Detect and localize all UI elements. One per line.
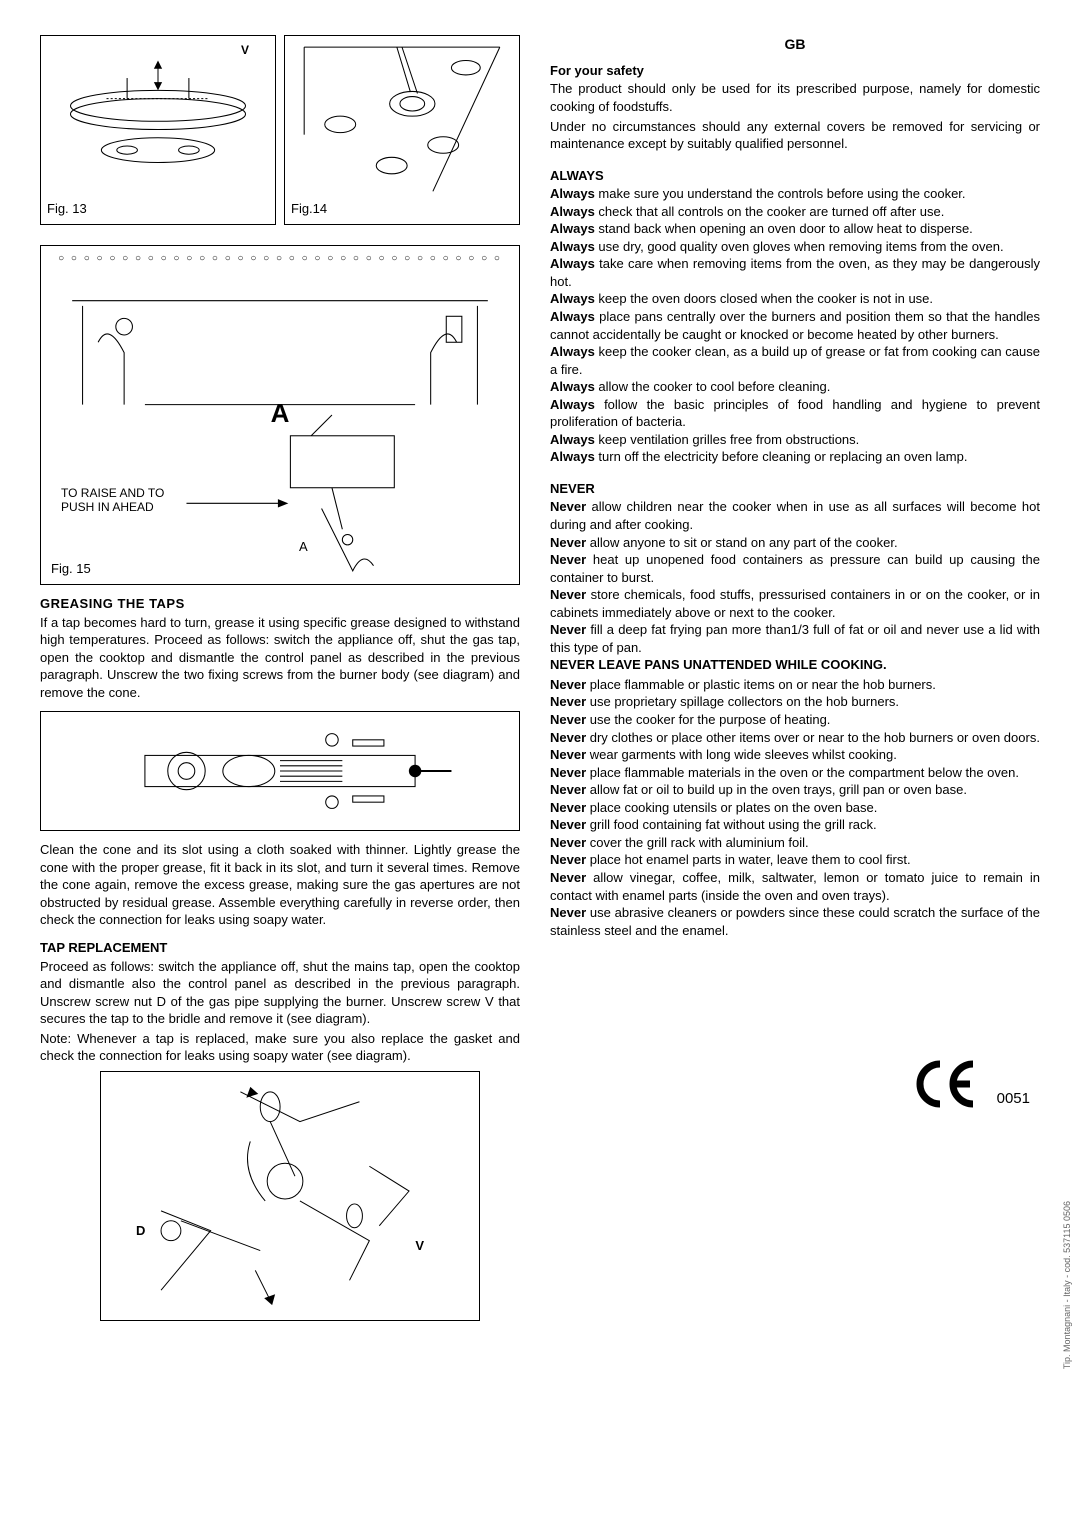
- figure-13-box: V Fig. 13: [40, 35, 276, 225]
- greasing-heading: GREASING THE TAPS: [40, 595, 520, 613]
- list-item: Always allow the cooker to cool before c…: [550, 378, 1040, 396]
- ce-block: 0051: [550, 1059, 1040, 1109]
- tap-replacement-heading: TAP REPLACEMENT: [40, 939, 520, 957]
- always-heading: ALWAYS: [550, 167, 1040, 185]
- tap-p3: Proceed as follows: switch the appliance…: [40, 958, 520, 1028]
- greasing-p2: Clean the cone and its slot using a clot…: [40, 841, 520, 929]
- never-list-2: Never place flammable or plastic items o…: [550, 676, 1040, 939]
- tap-p4: Note: Whenever a tap is replaced, make s…: [40, 1030, 520, 1065]
- never-heading: NEVER: [550, 480, 1040, 498]
- list-item: Always take care when removing items fro…: [550, 255, 1040, 290]
- list-item: Never wear garments with long wide sleev…: [550, 746, 1040, 764]
- list-item: Never allow fat or oil to build up in th…: [550, 781, 1040, 799]
- safety-p2: Under no circumstances should any extern…: [550, 118, 1040, 153]
- list-item: Never cover the grill rack with aluminiu…: [550, 834, 1040, 852]
- fig15-big-a: A: [271, 396, 290, 431]
- left-column: V Fig. 13 Fig.14: [40, 35, 520, 1321]
- list-item: Never allow anyone to sit or stand on an…: [550, 534, 1040, 552]
- list-item: Never allow vinegar, coffee, milk, saltw…: [550, 869, 1040, 904]
- right-column: GB For your safety The product should on…: [550, 35, 1040, 1321]
- always-list: Always make sure you understand the cont…: [550, 185, 1040, 466]
- list-item: Always turn off the electricity before c…: [550, 448, 1040, 466]
- list-item: Always use dry, good quality oven gloves…: [550, 238, 1040, 256]
- side-vertical-text: Tip. Montagnani - Italy - cod. 537115 05…: [1062, 1201, 1072, 1369]
- list-item: Never heat up unopened food containers a…: [550, 551, 1040, 586]
- country-label: GB: [550, 35, 1040, 54]
- list-item: Always keep the oven doors closed when t…: [550, 290, 1040, 308]
- fig15-a-label: A: [299, 538, 308, 556]
- safety-heading: For your safety: [550, 62, 1040, 80]
- figure-pair: V Fig. 13 Fig.14: [40, 35, 520, 225]
- list-item: Always place pans centrally over the bur…: [550, 308, 1040, 343]
- list-item: Never use proprietary spillage collector…: [550, 693, 1040, 711]
- list-item: Never use abrasive cleaners or powders s…: [550, 904, 1040, 939]
- bottom-d-label: D: [136, 1222, 145, 1240]
- list-item: Always stand back when opening an oven d…: [550, 220, 1040, 238]
- ce-mark-icon: [915, 1059, 985, 1109]
- list-item: Never place flammable or plastic items o…: [550, 676, 1040, 694]
- never-bold: NEVER LEAVE PANS UNATTENDED WHILE COOKIN…: [550, 656, 1040, 674]
- greasing-p1: If a tap becomes hard to turn, grease it…: [40, 614, 520, 702]
- list-item: Never fill a deep fat frying pan more th…: [550, 621, 1040, 656]
- never-list-1: Never allow children near the cooker whe…: [550, 498, 1040, 656]
- figure-14-box: Fig.14: [284, 35, 520, 225]
- list-item: Never use the cooker for the purpose of …: [550, 711, 1040, 729]
- fig13-v-label: V: [241, 42, 249, 58]
- bottom-figure-svg: [101, 1072, 479, 1320]
- list-item: Never place flammable materials in the o…: [550, 764, 1040, 782]
- list-item: Always keep ventilation grilles free fro…: [550, 431, 1040, 449]
- fig15-raise-text: TO RAISE AND TO PUSH IN AHEAD: [61, 486, 164, 515]
- list-item: Never place cooking utensils or plates o…: [550, 799, 1040, 817]
- list-item: Always check that all controls on the co…: [550, 203, 1040, 221]
- figure-15-box: ○ ○ ○ ○ ○ ○ ○ ○ ○ ○ ○ ○ ○ ○ ○ ○ ○ ○ ○ ○ …: [40, 245, 520, 585]
- figure-13-svg: [47, 42, 269, 196]
- bottom-figure: D V: [100, 1071, 480, 1321]
- list-item: Always follow the basic principles of fo…: [550, 396, 1040, 431]
- fig13-label: Fig. 13: [47, 200, 269, 218]
- list-item: Never dry clothes or place other items o…: [550, 729, 1040, 747]
- bottom-v-label: V: [415, 1237, 424, 1255]
- list-item: Never grill food containing fat without …: [550, 816, 1040, 834]
- list-item: Always make sure you understand the cont…: [550, 185, 1040, 203]
- safety-p1: The product should only be used for its …: [550, 80, 1040, 115]
- ce-number: 0051: [997, 1089, 1030, 1109]
- list-item: Never store chemicals, food stuffs, pres…: [550, 586, 1040, 621]
- fig15-label: Fig. 15: [51, 560, 91, 578]
- list-item: Never allow children near the cooker whe…: [550, 498, 1040, 533]
- fig14-label: Fig.14: [291, 200, 513, 218]
- tap-figure: [40, 711, 520, 831]
- tap-figure-svg: [41, 712, 519, 830]
- list-item: Always keep the cooker clean, as a build…: [550, 343, 1040, 378]
- list-item: Never place hot enamel parts in water, l…: [550, 851, 1040, 869]
- figure-14-svg: [291, 42, 513, 196]
